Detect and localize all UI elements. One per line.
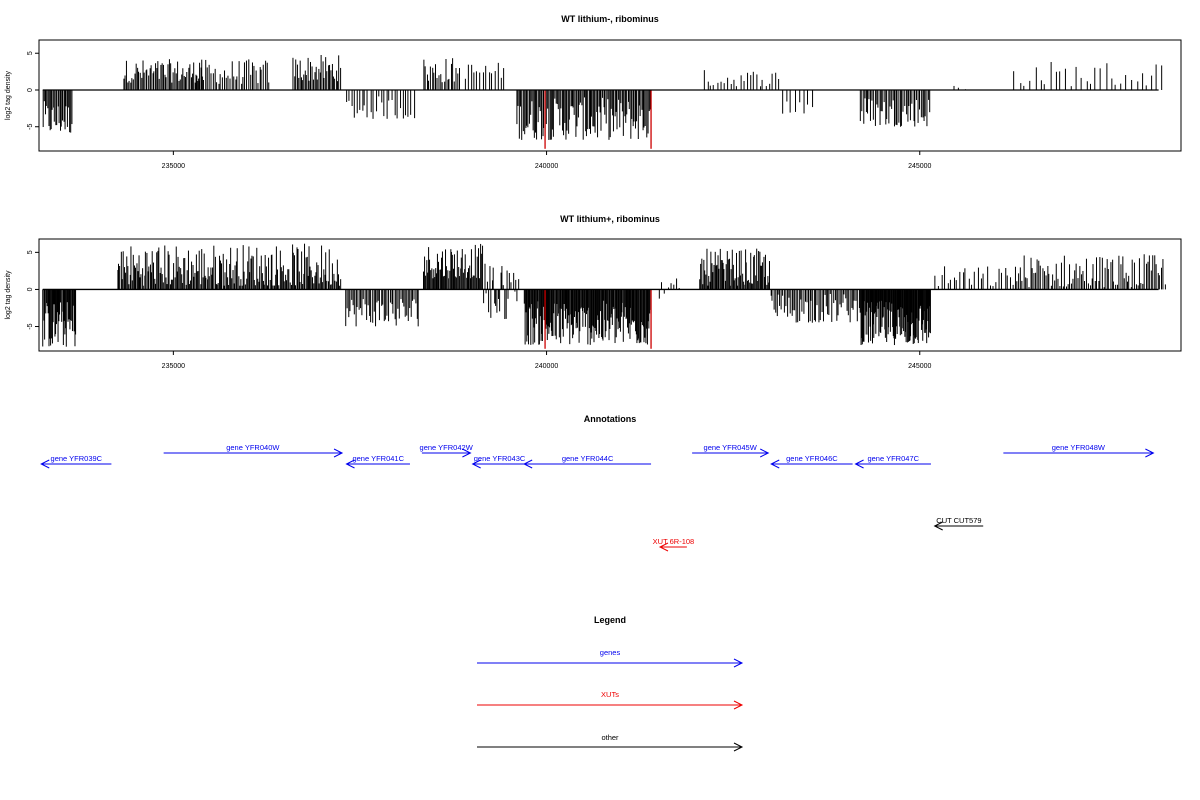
track-panel-lithium-plus: WT lithium+, ribominus log2 tag density … xyxy=(5,214,1182,370)
feature-gene-yfr041c: gene YFR041C xyxy=(345,454,410,469)
axes: -5 0 5 235000 240000 245000 xyxy=(27,250,932,370)
legend-arrow-other xyxy=(477,742,744,752)
axes: -5 0 5 235000 240000 245000 xyxy=(27,51,932,170)
feature-gene-yfr043c: gene YFR043C xyxy=(471,454,527,469)
x-tick-label: 240000 xyxy=(535,163,558,170)
feature-label: gene YFR040W xyxy=(226,443,280,452)
legend-title: Legend xyxy=(594,615,626,625)
y-tick-label: 0 xyxy=(27,88,34,92)
legend: Legend genes XUTs other xyxy=(477,615,744,752)
plot-frame xyxy=(38,39,1182,152)
plot-frame xyxy=(38,238,1182,352)
legend-label-xuts: XUTs xyxy=(601,690,619,699)
feature-gene-yfr039c: gene YFR039C xyxy=(40,454,112,469)
legend-arrow-genes xyxy=(477,658,744,668)
feature-gene-yfr045w: gene YFR045W xyxy=(692,443,770,458)
feature-gene-yfr042w: gene YFR042W xyxy=(420,443,474,458)
panel-title: WT lithium+, ribominus xyxy=(560,214,660,224)
track-panel-lithium-minus: WT lithium-, ribominus log2 tag density … xyxy=(5,14,1182,170)
legend-arrow-xuts xyxy=(477,700,744,710)
feature-xut-6r-108: XUT 6R-108 xyxy=(653,537,695,552)
feature-arrows: gene YFR039C gene YFR040W gene YFR041C gene… xyxy=(40,443,1155,552)
feature-gene-yfr047c: gene YFR047C xyxy=(854,454,931,469)
legend-label-genes: genes xyxy=(600,648,621,657)
feature-label: gene YFR039C xyxy=(51,454,103,463)
annotations-title: Annotations xyxy=(584,414,637,424)
feature-label: gene YFR041C xyxy=(352,454,404,463)
feature-label: gene YFR042W xyxy=(420,443,474,452)
x-tick-label: 245000 xyxy=(908,363,931,370)
feature-gene-yfr046c: gene YFR046C xyxy=(770,454,853,469)
x-tick-label: 245000 xyxy=(908,163,931,170)
y-axis-label: log2 tag density xyxy=(5,70,12,120)
x-tick-label: 235000 xyxy=(162,163,185,170)
feature-label: gene YFR047C xyxy=(867,454,919,463)
y-axis-label: log2 tag density xyxy=(5,270,12,320)
feature-label: gene YFR043C xyxy=(474,454,526,463)
legend-label-other: other xyxy=(601,733,619,742)
y-tick-label: 5 xyxy=(27,51,34,55)
feature-label: gene YFR044C xyxy=(562,454,614,463)
coverage-bars xyxy=(42,243,1166,349)
panel-title: WT lithium-, ribominus xyxy=(561,14,659,24)
feature-gene-yfr040w: gene YFR040W xyxy=(163,443,344,458)
y-tick-label: 0 xyxy=(27,287,34,291)
feature-label: gene YFR046C xyxy=(786,454,838,463)
feature-label: CUT CUT579 xyxy=(936,516,981,525)
feature-gene-yfr048w: gene YFR048W xyxy=(1003,443,1155,458)
feature-cut-cut579: CUT CUT579 xyxy=(933,516,984,531)
y-tick-label: -5 xyxy=(27,323,34,329)
y-tick-label: 5 xyxy=(27,250,34,254)
feature-label: gene YFR045W xyxy=(704,443,758,452)
feature-label: XUT 6R-108 xyxy=(653,537,695,546)
feature-gene-yfr044c: gene YFR044C xyxy=(523,454,652,469)
coverage-bars xyxy=(42,54,1163,149)
y-tick-label: -5 xyxy=(27,124,34,130)
x-tick-label: 240000 xyxy=(535,363,558,370)
feature-label: gene YFR048W xyxy=(1052,443,1106,452)
x-tick-label: 235000 xyxy=(162,363,185,370)
